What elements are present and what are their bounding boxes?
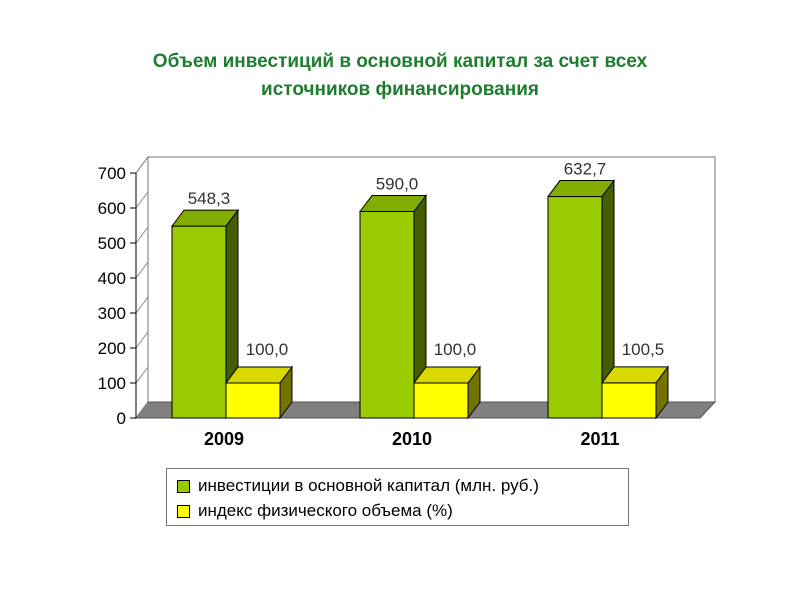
- bar-front: [225, 382, 281, 419]
- legend-item-index: индекс физического объема (%): [177, 501, 453, 521]
- chart-side-wall: [135, 155, 149, 420]
- bar-top: [413, 366, 481, 384]
- bar-index-2009: [225, 365, 293, 420]
- y-tick-diagonal: [135, 261, 149, 279]
- y-tick-diagonal: [135, 366, 149, 384]
- y-tick-label: 600: [98, 199, 126, 218]
- bar-front: [359, 211, 415, 419]
- legend-item-investments: инвестиции в основной капитал (млн. руб.…: [177, 476, 539, 496]
- x-category-label-2009: 2009: [204, 429, 244, 449]
- chart-title: Объем инвестиций в основной капитал за с…: [80, 48, 720, 104]
- legend-swatch-investments: [177, 479, 190, 493]
- y-tick-diagonal: [135, 226, 149, 244]
- y-tick-label: 100: [98, 374, 126, 393]
- chart-title-line-1: Объем инвестиций в основной капитал за с…: [152, 51, 648, 72]
- data-label-index-2009: 100,0: [246, 340, 289, 359]
- data-label-index-2010: 100,0: [434, 340, 477, 359]
- y-tick-label: 400: [98, 269, 126, 288]
- bar-front: [171, 225, 227, 419]
- y-tick-label: 200: [98, 339, 126, 358]
- bar-top: [547, 180, 615, 198]
- bar-investments-2011: [547, 179, 615, 420]
- bar-investments-2009: [171, 208, 239, 420]
- y-tick-label: 700: [98, 164, 126, 183]
- y-tick-diagonal: [135, 191, 149, 209]
- chart-legend: инвестиции в основной капитал (млн. руб.…: [166, 468, 629, 526]
- y-tick-label: 300: [98, 304, 126, 323]
- chart-back-wall: [147, 156, 716, 403]
- y-tick-label: 500: [98, 234, 126, 253]
- data-label-investments-2011: 632,7: [564, 160, 607, 179]
- y-tick-diagonal: [135, 401, 149, 419]
- bar-front: [413, 382, 469, 419]
- bar-top: [225, 366, 293, 384]
- bar-investments-2010: [359, 194, 427, 420]
- x-category-label-2010: 2010: [392, 429, 432, 449]
- chart-title-line-2: источников финансирования: [261, 79, 539, 100]
- x-category-label-2011: 2011: [580, 429, 619, 449]
- data-label-index-2011: 100,5: [622, 340, 665, 359]
- bar-top: [601, 366, 669, 384]
- bar-index-2010: [413, 365, 481, 420]
- y-tick-diagonal: [135, 296, 149, 314]
- bar-top: [171, 209, 239, 227]
- data-label-investments-2009: 548,3: [188, 189, 231, 208]
- bar-front: [547, 196, 603, 419]
- legend-swatch-index: [177, 504, 190, 518]
- bar-front: [601, 382, 657, 419]
- bar-top: [359, 195, 427, 212]
- y-tick-diagonal: [135, 331, 149, 349]
- y-tick-diagonal: [135, 156, 149, 174]
- bar-index-2011: [601, 365, 669, 420]
- legend-label-investments: инвестиции в основной капитал (млн. руб.…: [198, 476, 539, 495]
- y-tick-label: 0: [117, 409, 126, 428]
- data-label-investments-2010: 590,0: [376, 175, 419, 194]
- legend-label-index: индекс физического объема (%): [198, 501, 453, 520]
